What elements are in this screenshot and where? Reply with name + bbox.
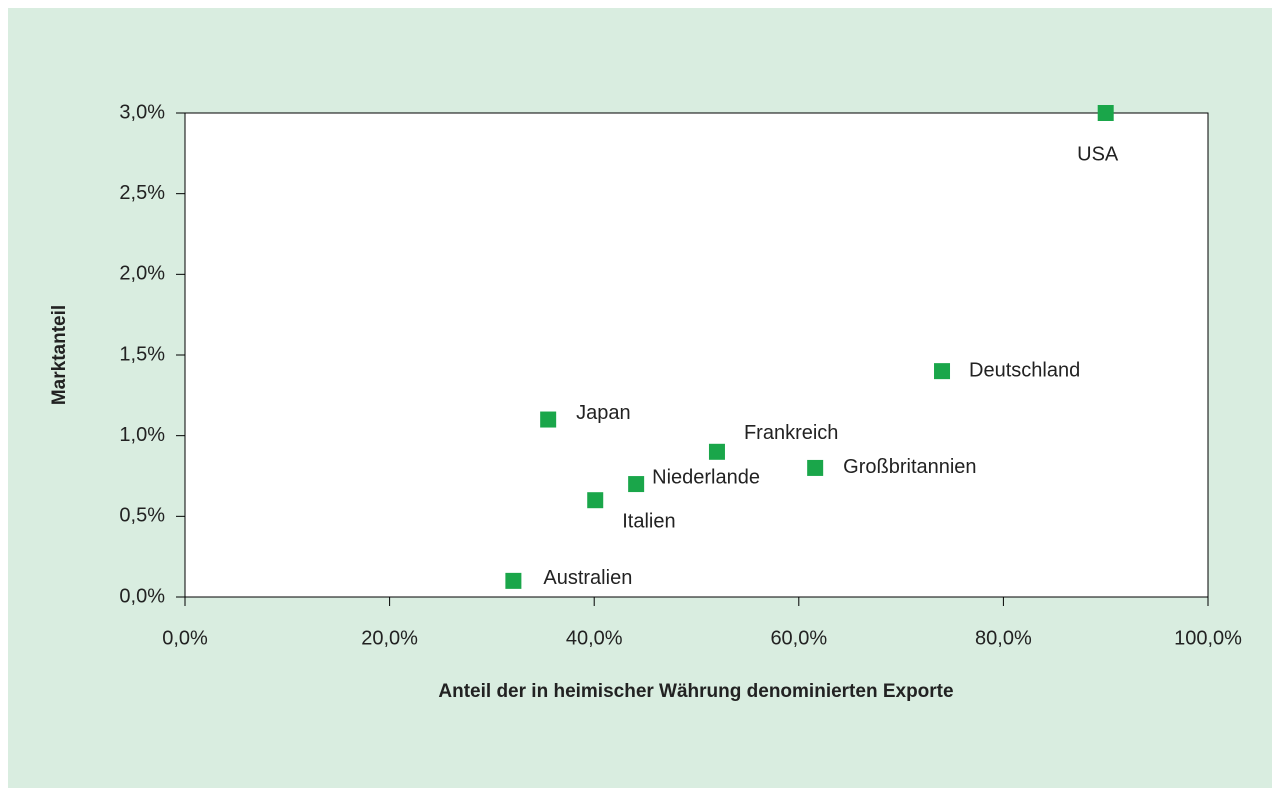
point-label: Frankreich	[744, 422, 838, 444]
point	[934, 363, 951, 380]
point-label: Deutschland	[969, 359, 1080, 381]
point	[807, 459, 824, 476]
x-tick-label: 20,0%	[361, 627, 418, 649]
point	[708, 443, 725, 460]
plot-area	[184, 112, 1209, 598]
point	[1097, 105, 1114, 121]
y-tick-label: 2,0%	[119, 263, 165, 285]
y-tick-label: 0,5%	[119, 505, 165, 527]
y-tick-label: 0,0%	[119, 585, 165, 607]
y-tick-label: 1,0%	[119, 424, 165, 446]
point	[587, 492, 604, 509]
x-tick-label: 40,0%	[566, 627, 623, 649]
x-tick-label: 0,0%	[162, 627, 208, 649]
y-tick-label: 1,5%	[119, 343, 165, 365]
point-label: Australien	[543, 567, 632, 589]
point	[540, 411, 557, 428]
y-axis-title: Marktanteil	[49, 305, 70, 405]
point-label: Großbritannien	[843, 456, 976, 478]
point-label: USA	[1077, 143, 1119, 165]
x-tick-label: 60,0%	[770, 627, 827, 649]
x-axis-title: Anteil der in heimischer Währung denomin…	[438, 681, 953, 702]
point-label: Niederlande	[652, 466, 760, 488]
y-tick-label: 3,0%	[119, 101, 165, 123]
point	[628, 476, 645, 493]
point-label: Japan	[576, 402, 631, 424]
point	[505, 572, 522, 589]
x-tick-label: 80,0%	[975, 627, 1032, 649]
y-tick-label: 2,5%	[119, 182, 165, 204]
x-tick-label: 100,0%	[1174, 627, 1242, 649]
point-label: Italien	[622, 510, 675, 532]
